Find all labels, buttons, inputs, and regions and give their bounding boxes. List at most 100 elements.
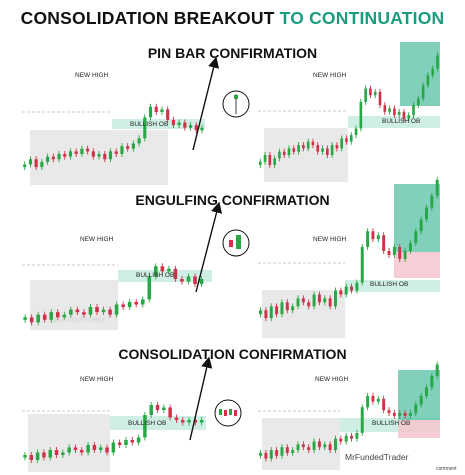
candle <box>188 125 193 128</box>
candle <box>373 91 377 96</box>
new-high-label: NEW HIGH <box>313 236 347 243</box>
candle <box>75 309 80 313</box>
candle <box>143 117 147 139</box>
candle <box>414 404 418 413</box>
candle <box>392 413 396 416</box>
candle <box>120 146 124 154</box>
candle <box>355 432 359 439</box>
candle <box>51 156 55 160</box>
candle <box>296 298 300 307</box>
new-high-label: NEW HIGH <box>80 376 114 383</box>
bullish-ob-label: BULLISH OB <box>370 281 409 288</box>
candle <box>97 154 101 157</box>
candle <box>181 420 185 423</box>
candle <box>35 452 40 460</box>
candle <box>23 455 27 458</box>
pin-bar-candle-icon <box>222 90 250 118</box>
new-high-label: NEW HIGH <box>313 72 347 79</box>
candle <box>419 395 423 405</box>
candle <box>371 231 375 240</box>
candle <box>425 207 428 220</box>
candle <box>187 420 191 423</box>
candle <box>291 450 295 453</box>
candle <box>42 314 47 320</box>
icon-circle <box>214 399 242 427</box>
candle <box>199 279 204 285</box>
heading-engulfing: ENGULFING CONFIRMATION <box>135 192 330 208</box>
candle <box>48 450 52 458</box>
bullish-ob-zone <box>348 116 440 128</box>
candle <box>339 438 343 442</box>
candle <box>421 85 425 99</box>
candle <box>42 452 46 458</box>
candle <box>92 445 97 450</box>
heading-consolidation: CONSOLIDATION CONFIRMATION <box>118 346 347 362</box>
candle <box>297 145 300 152</box>
candle <box>407 115 411 119</box>
bullish-ob-label: BULLISH OB <box>372 420 411 427</box>
candle <box>54 450 59 455</box>
small-candle <box>219 409 222 415</box>
candle <box>323 298 327 303</box>
candle <box>360 407 364 433</box>
candle <box>317 441 321 448</box>
candle <box>173 268 178 279</box>
candle <box>28 159 33 165</box>
candle <box>268 155 272 166</box>
candle <box>166 109 170 120</box>
candle <box>280 447 284 456</box>
candle <box>23 317 27 320</box>
candle <box>398 413 402 416</box>
candle <box>366 231 370 248</box>
candle <box>397 111 401 116</box>
candle <box>287 148 291 156</box>
consolidation-candles-icon <box>214 399 242 427</box>
candle <box>403 251 407 259</box>
candle <box>88 307 93 315</box>
candle <box>264 310 268 319</box>
candle <box>67 447 71 453</box>
candle <box>430 195 434 208</box>
candle <box>360 247 364 283</box>
bearish-candle <box>229 240 233 247</box>
candle <box>143 415 147 438</box>
candle <box>137 138 141 144</box>
small-candle <box>234 410 237 416</box>
candle <box>335 145 339 149</box>
candle <box>282 151 286 156</box>
candle <box>154 266 158 277</box>
new-high-label: NEW HIGH <box>80 236 114 243</box>
candle <box>430 375 434 388</box>
candle <box>280 302 284 315</box>
candle <box>307 302 311 307</box>
candle <box>193 276 197 285</box>
candle <box>334 438 337 451</box>
candle <box>302 145 305 149</box>
candle <box>369 88 372 96</box>
candle <box>264 452 268 459</box>
candle <box>382 398 386 411</box>
candle <box>111 442 116 453</box>
candle <box>316 145 320 152</box>
direction-arrow <box>192 56 220 151</box>
new-high-label: NEW HIGH <box>315 376 349 383</box>
candle <box>326 148 329 156</box>
candle <box>387 251 391 255</box>
candle <box>330 145 334 156</box>
candle <box>186 276 191 282</box>
candle <box>382 235 386 251</box>
candle <box>131 143 135 149</box>
candle <box>345 138 348 142</box>
candle <box>61 452 65 455</box>
candle <box>435 364 439 376</box>
candle <box>312 294 316 307</box>
candle <box>269 306 273 319</box>
candle <box>183 122 187 128</box>
candle <box>105 447 109 453</box>
candle <box>306 141 310 149</box>
candle <box>91 151 95 157</box>
candle <box>117 442 122 445</box>
candle <box>275 306 279 315</box>
candle <box>408 413 412 416</box>
stop-loss-zone <box>394 252 440 278</box>
